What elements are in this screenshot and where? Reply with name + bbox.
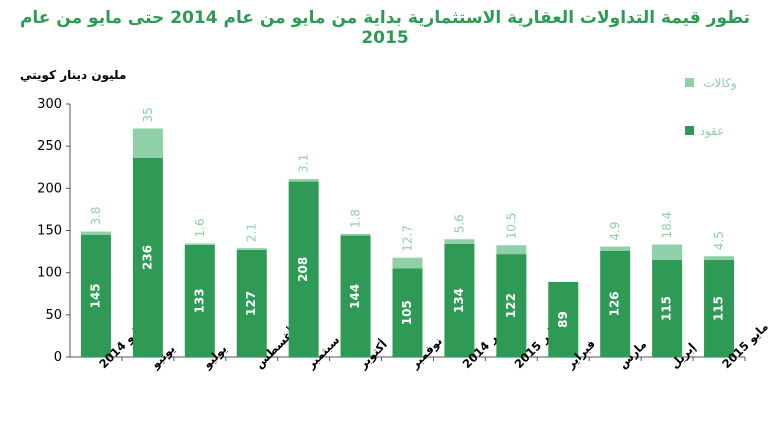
data-label-agencies: 2.1 [245,223,259,242]
bar-contracts [444,243,475,357]
bar-agencies [340,234,371,236]
data-label-contracts: 144 [348,284,362,309]
y-tick-label: 300 [37,97,62,112]
bar-agencies [444,239,475,244]
data-label-agencies: 4.9 [608,222,622,241]
bar-contracts [132,157,163,357]
data-label-contracts: 133 [192,288,206,313]
y-tick-label: 200 [37,181,62,196]
data-label-agencies: 12.7 [401,225,415,252]
bar-agencies [236,248,267,250]
chart-title: تطور قيمة التداولات العقارية الاستثمارية… [19,8,751,48]
bar-contracts [496,254,527,357]
bar-contracts [80,234,111,357]
bar-contracts [600,250,631,357]
bar-agencies [392,257,423,269]
bar-contracts [288,181,319,357]
y-tick-label: 50 [45,308,62,323]
y-tick-label: 0 [54,350,62,365]
data-label-contracts: 115 [712,296,726,321]
data-label-agencies: 4.5 [712,231,726,250]
data-label-agencies: 10.5 [504,213,518,240]
data-label-contracts: 89 [556,311,570,328]
legend-label-agencies: وكالات [703,76,736,91]
data-label-contracts: 134 [452,288,466,313]
data-label-contracts: 122 [504,293,518,318]
data-label-contracts: 126 [608,291,622,316]
legend-swatch-contracts [685,126,694,135]
bar-agencies [80,231,111,235]
data-label-agencies: 3.8 [89,206,103,225]
data-label-contracts: 208 [296,257,310,282]
data-label-agencies: 1.8 [349,209,363,228]
y-tick-label: 100 [37,266,62,281]
data-label-agencies: 1.6 [193,218,207,237]
bar-contracts [652,260,683,357]
data-label-contracts: 236 [140,245,154,270]
bar-contracts [704,260,735,357]
bar-contracts [184,244,215,357]
bar-agencies [132,128,163,158]
bar-agencies [288,178,319,182]
bar-agencies [496,245,527,255]
y-tick-label: 150 [37,224,62,239]
data-label-agencies: 5.6 [452,214,466,233]
legend-swatch-agencies [685,78,694,87]
bar-contracts [548,281,579,357]
bar-contracts [236,249,267,357]
legend-label-contracts: عقود [700,124,725,139]
data-label-contracts: 145 [88,283,102,308]
y-tick-label: 250 [37,139,62,154]
data-label-agencies: 18.4 [660,212,674,239]
data-label-contracts: 115 [660,296,674,321]
bar-agencies [652,244,683,261]
bar-agencies [704,256,735,261]
data-label-contracts: 105 [400,300,414,325]
bar-agencies [600,246,631,251]
data-label-contracts: 127 [244,291,258,316]
bar-contracts [340,235,371,357]
y-axis-unit-label: مليون دينار كويتي [20,68,127,82]
data-label-agencies: 3.1 [297,154,311,173]
data-label-agencies: 35 [141,107,155,122]
bar-agencies [184,243,215,245]
bar-contracts [392,268,423,357]
